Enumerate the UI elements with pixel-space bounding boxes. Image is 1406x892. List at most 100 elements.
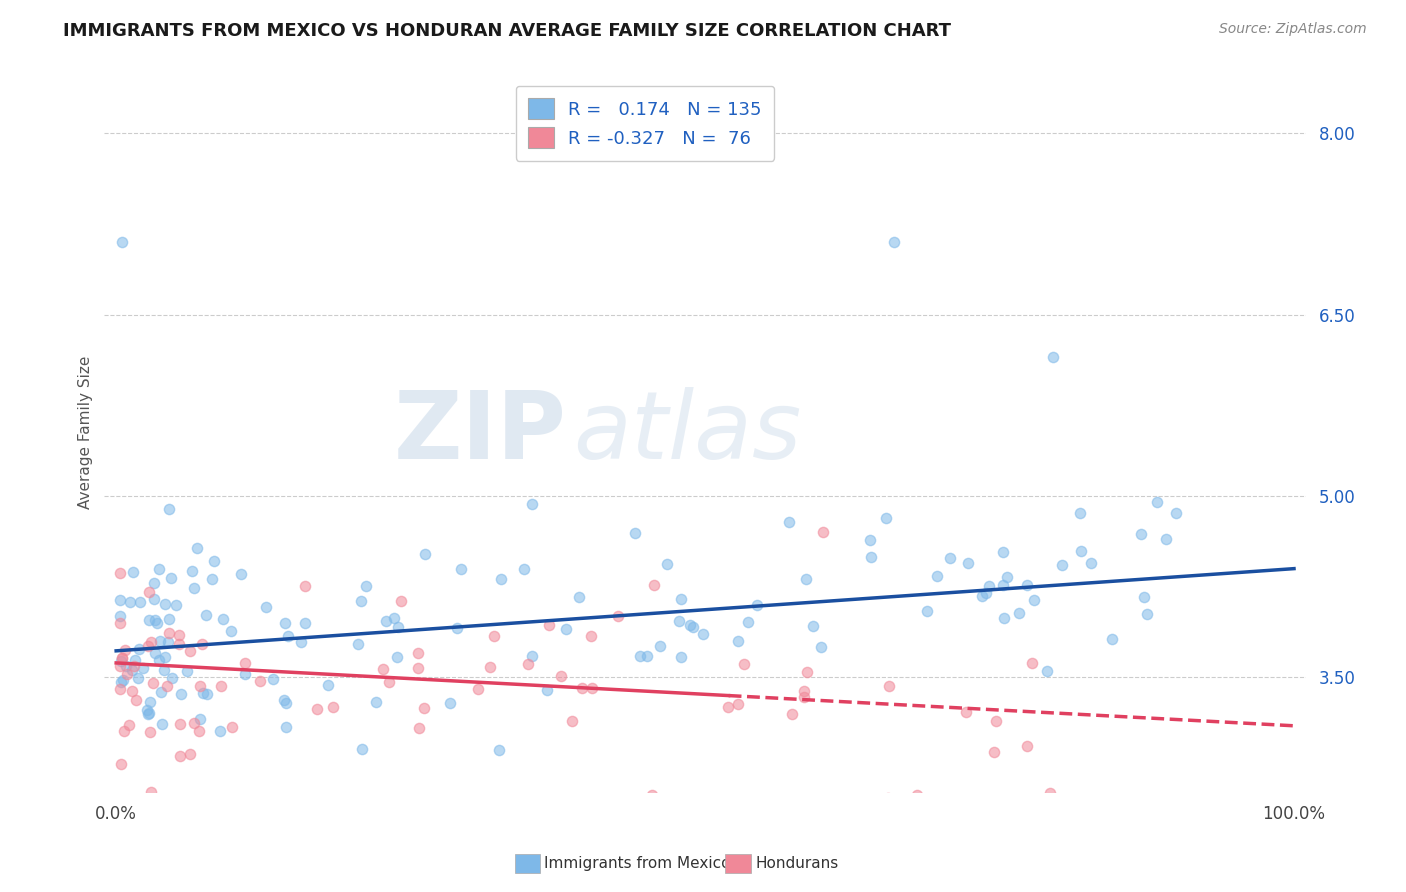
- Point: [155, 597, 177, 611]
- Point: [219, 624, 242, 638]
- Point: [606, 608, 628, 623]
- Point: [156, 679, 179, 693]
- Point: [136, 640, 159, 654]
- Point: [110, 654, 132, 668]
- Point: [262, 672, 284, 686]
- Point: [1146, 495, 1168, 509]
- Point: [387, 649, 409, 664]
- Point: [122, 658, 145, 673]
- Point: [561, 714, 583, 728]
- Point: [139, 696, 162, 710]
- Point: [581, 681, 603, 695]
- Point: [167, 627, 190, 641]
- Point: [373, 662, 395, 676]
- Point: [513, 562, 536, 576]
- Point: [211, 680, 233, 694]
- Point: [796, 665, 818, 680]
- Text: Source: ZipAtlas.com: Source: ZipAtlas.com: [1219, 22, 1367, 37]
- Point: [294, 579, 316, 593]
- Point: [142, 591, 165, 606]
- Point: [1129, 527, 1152, 541]
- Point: [212, 612, 235, 626]
- Point: [122, 565, 145, 579]
- Point: [188, 712, 211, 726]
- Point: [479, 660, 502, 674]
- Point: [350, 742, 373, 756]
- Point: [883, 235, 905, 250]
- Point: [143, 575, 166, 590]
- Point: [374, 614, 396, 628]
- Point: [1080, 557, 1102, 571]
- Point: [112, 724, 135, 739]
- Point: [153, 663, 176, 677]
- Point: [1035, 664, 1057, 678]
- Point: [138, 585, 160, 599]
- Point: [294, 615, 316, 630]
- Point: [316, 678, 339, 692]
- Point: [554, 622, 576, 636]
- Point: [364, 695, 387, 709]
- Point: [875, 510, 897, 524]
- Point: [623, 526, 645, 541]
- Point: [406, 661, 429, 675]
- Point: [1038, 786, 1060, 800]
- Point: [187, 724, 209, 739]
- Point: [128, 642, 150, 657]
- Point: [138, 613, 160, 627]
- Point: [249, 673, 271, 688]
- Point: [165, 598, 187, 612]
- Point: [1069, 506, 1091, 520]
- Point: [139, 725, 162, 739]
- Point: [520, 497, 543, 511]
- Point: [984, 714, 1007, 728]
- Point: [636, 649, 658, 664]
- Point: [110, 756, 132, 771]
- Text: ZIP: ZIP: [394, 386, 567, 479]
- Point: [412, 701, 434, 715]
- Point: [307, 702, 329, 716]
- Point: [813, 525, 835, 540]
- Point: [859, 533, 882, 547]
- Point: [346, 637, 368, 651]
- Point: [208, 724, 231, 739]
- Point: [1042, 350, 1064, 364]
- Point: [717, 700, 740, 714]
- Point: [195, 687, 218, 701]
- Point: [157, 502, 180, 516]
- Point: [782, 707, 804, 722]
- Point: [745, 598, 768, 612]
- Point: [877, 791, 900, 805]
- Point: [974, 586, 997, 600]
- Point: [522, 648, 544, 663]
- Point: [1017, 578, 1039, 592]
- Point: [274, 616, 297, 631]
- Point: [488, 743, 510, 757]
- Point: [194, 608, 217, 623]
- Point: [794, 572, 817, 586]
- Point: [1164, 506, 1187, 520]
- Point: [655, 557, 678, 571]
- Point: [111, 650, 134, 665]
- Point: [108, 566, 131, 580]
- Point: [993, 544, 1015, 558]
- Text: Hondurans: Hondurans: [755, 856, 838, 871]
- Point: [692, 626, 714, 640]
- Point: [193, 686, 215, 700]
- Point: [108, 615, 131, 630]
- Point: [1132, 590, 1154, 604]
- Point: [274, 720, 297, 734]
- Point: [643, 578, 665, 592]
- Point: [190, 679, 212, 693]
- Point: [538, 618, 561, 632]
- Point: [111, 235, 134, 250]
- Point: [793, 683, 815, 698]
- Point: [183, 581, 205, 595]
- Point: [905, 788, 928, 802]
- Point: [127, 671, 149, 685]
- Legend: R =   0.174   N = 135, R = -0.327   N =  76: R = 0.174 N = 135, R = -0.327 N = 76: [516, 86, 775, 161]
- Point: [141, 785, 163, 799]
- Point: [439, 697, 461, 711]
- Point: [108, 609, 131, 624]
- Point: [162, 671, 184, 685]
- Point: [277, 629, 299, 643]
